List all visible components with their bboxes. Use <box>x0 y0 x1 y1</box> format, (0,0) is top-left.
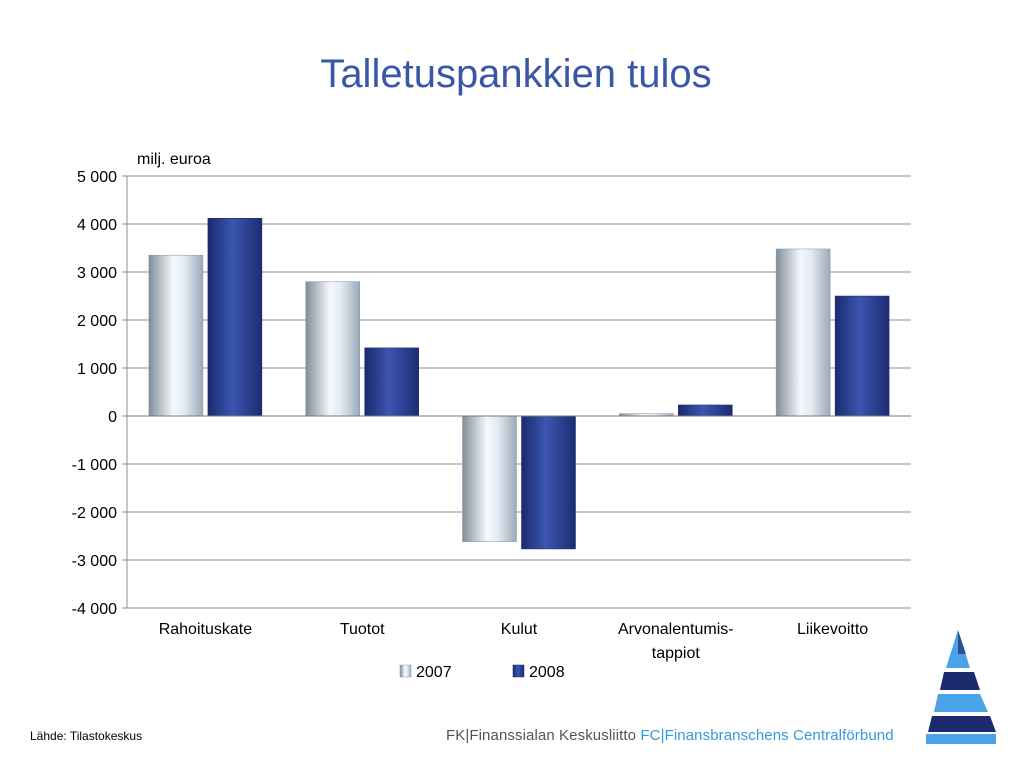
y-tick-label: 3 000 <box>77 265 117 282</box>
bar-2007-4 <box>775 248 831 417</box>
legend-label-2008: 2008 <box>529 664 565 681</box>
y-tick-label: -4 000 <box>72 601 117 618</box>
legend-swatch-2008 <box>512 664 525 678</box>
bar-2007-2 <box>462 415 517 543</box>
y-tick-label: 5 000 <box>77 169 117 186</box>
x-category-label: Rahoituskate <box>159 621 252 638</box>
bar-2007-0 <box>148 254 204 417</box>
y-tick-label: 0 <box>108 409 117 426</box>
source-note: Lähde: Tilastokeskus <box>30 729 143 743</box>
y-tick-label: -1 000 <box>72 457 117 474</box>
bar-2008-0 <box>207 217 263 417</box>
footer-organization: FK|Finanssialan Keskusliitto FC|Finansbr… <box>446 727 894 744</box>
x-category-label: Arvonalentumis-tappiot <box>618 621 734 662</box>
x-category-label: Liikevoitto <box>797 621 868 638</box>
x-category-label: Tuotot <box>340 621 385 638</box>
legend-swatch-2007 <box>399 664 412 678</box>
bar-2008-4 <box>834 295 890 417</box>
bar-2008-1 <box>364 347 419 417</box>
y-tick-label: -3 000 <box>72 553 117 570</box>
axes: 5 000 4 000 3 000 2 000 1 000 0 -1 000 -2 000 -3… <box>72 151 911 662</box>
bar-2007-1 <box>305 281 360 417</box>
y-tick-label: 4 000 <box>77 217 117 234</box>
bar-2008-2 <box>521 415 576 550</box>
legend: 2007 2008 <box>399 664 565 681</box>
y-tick-label: 2 000 <box>77 313 117 330</box>
unit-label: milj. euroa <box>137 151 211 168</box>
bar-2008-3 <box>678 404 733 417</box>
y-tick-label: -2 000 <box>72 505 117 522</box>
slide-title: Talletuspankkien tulos <box>320 52 712 96</box>
legend-label-2007: 2007 <box>416 664 452 681</box>
bars <box>148 217 890 550</box>
fk-logo-icon <box>926 630 996 744</box>
footer-org-fi: FK|Finanssialan Keskusliitto <box>446 727 637 744</box>
x-category-label: Kulut <box>501 621 538 638</box>
y-tick-label: 1 000 <box>77 361 117 378</box>
footer-org-sv: FC|Finansbranschens Centralförbund <box>640 727 894 744</box>
